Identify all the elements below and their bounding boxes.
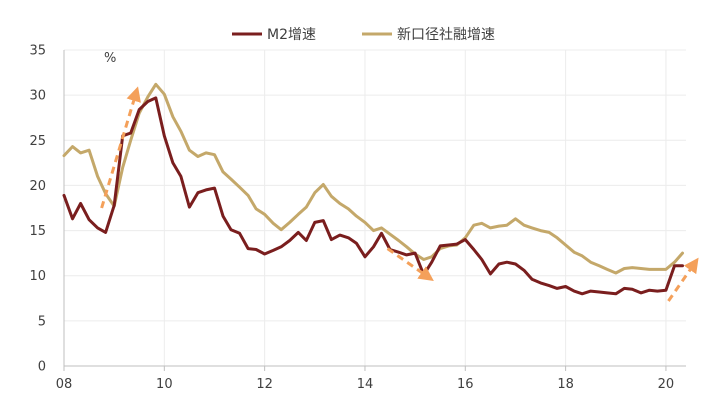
x-tick-label: 14	[357, 377, 374, 392]
x-axis: 08 10 12 14 16 18 20	[56, 365, 686, 392]
x-tick-label: 08	[56, 377, 73, 392]
y-tick-label: 15	[29, 224, 46, 239]
x-tick-label: 20	[658, 377, 675, 392]
unit-label: %	[104, 51, 116, 66]
y-tick-label: 10	[29, 269, 46, 284]
y-tick-label: 20	[29, 179, 46, 194]
y-tick-label: 25	[29, 134, 46, 149]
series-line-m2	[62, 96, 684, 296]
trend-arrows	[100, 86, 699, 302]
y-tick-label: 30	[29, 89, 46, 104]
x-tick-label: 18	[557, 377, 574, 392]
legend: M2增速 新口径社融增速	[232, 27, 495, 43]
x-tick-label: 10	[156, 377, 173, 392]
x-tick-label: 16	[457, 377, 474, 392]
gridlines	[64, 49, 686, 366]
y-tick-label: 35	[29, 44, 46, 59]
trend-arrow-1	[100, 86, 141, 209]
trend-arrow-2	[386, 247, 434, 282]
series-lines	[62, 82, 684, 296]
y-tick-label: 5	[38, 314, 46, 329]
legend-label-tsf: 新口径社融增速	[397, 27, 495, 43]
trend-arrow-3	[667, 257, 699, 302]
y-tick-label: 0	[38, 360, 46, 375]
legend-label-m2: M2增速	[267, 27, 316, 43]
x-tick-label: 12	[256, 377, 273, 392]
series-line-tsf	[62, 82, 684, 275]
y-axis: 0 5 10 15 20 25 30 35	[29, 44, 65, 375]
